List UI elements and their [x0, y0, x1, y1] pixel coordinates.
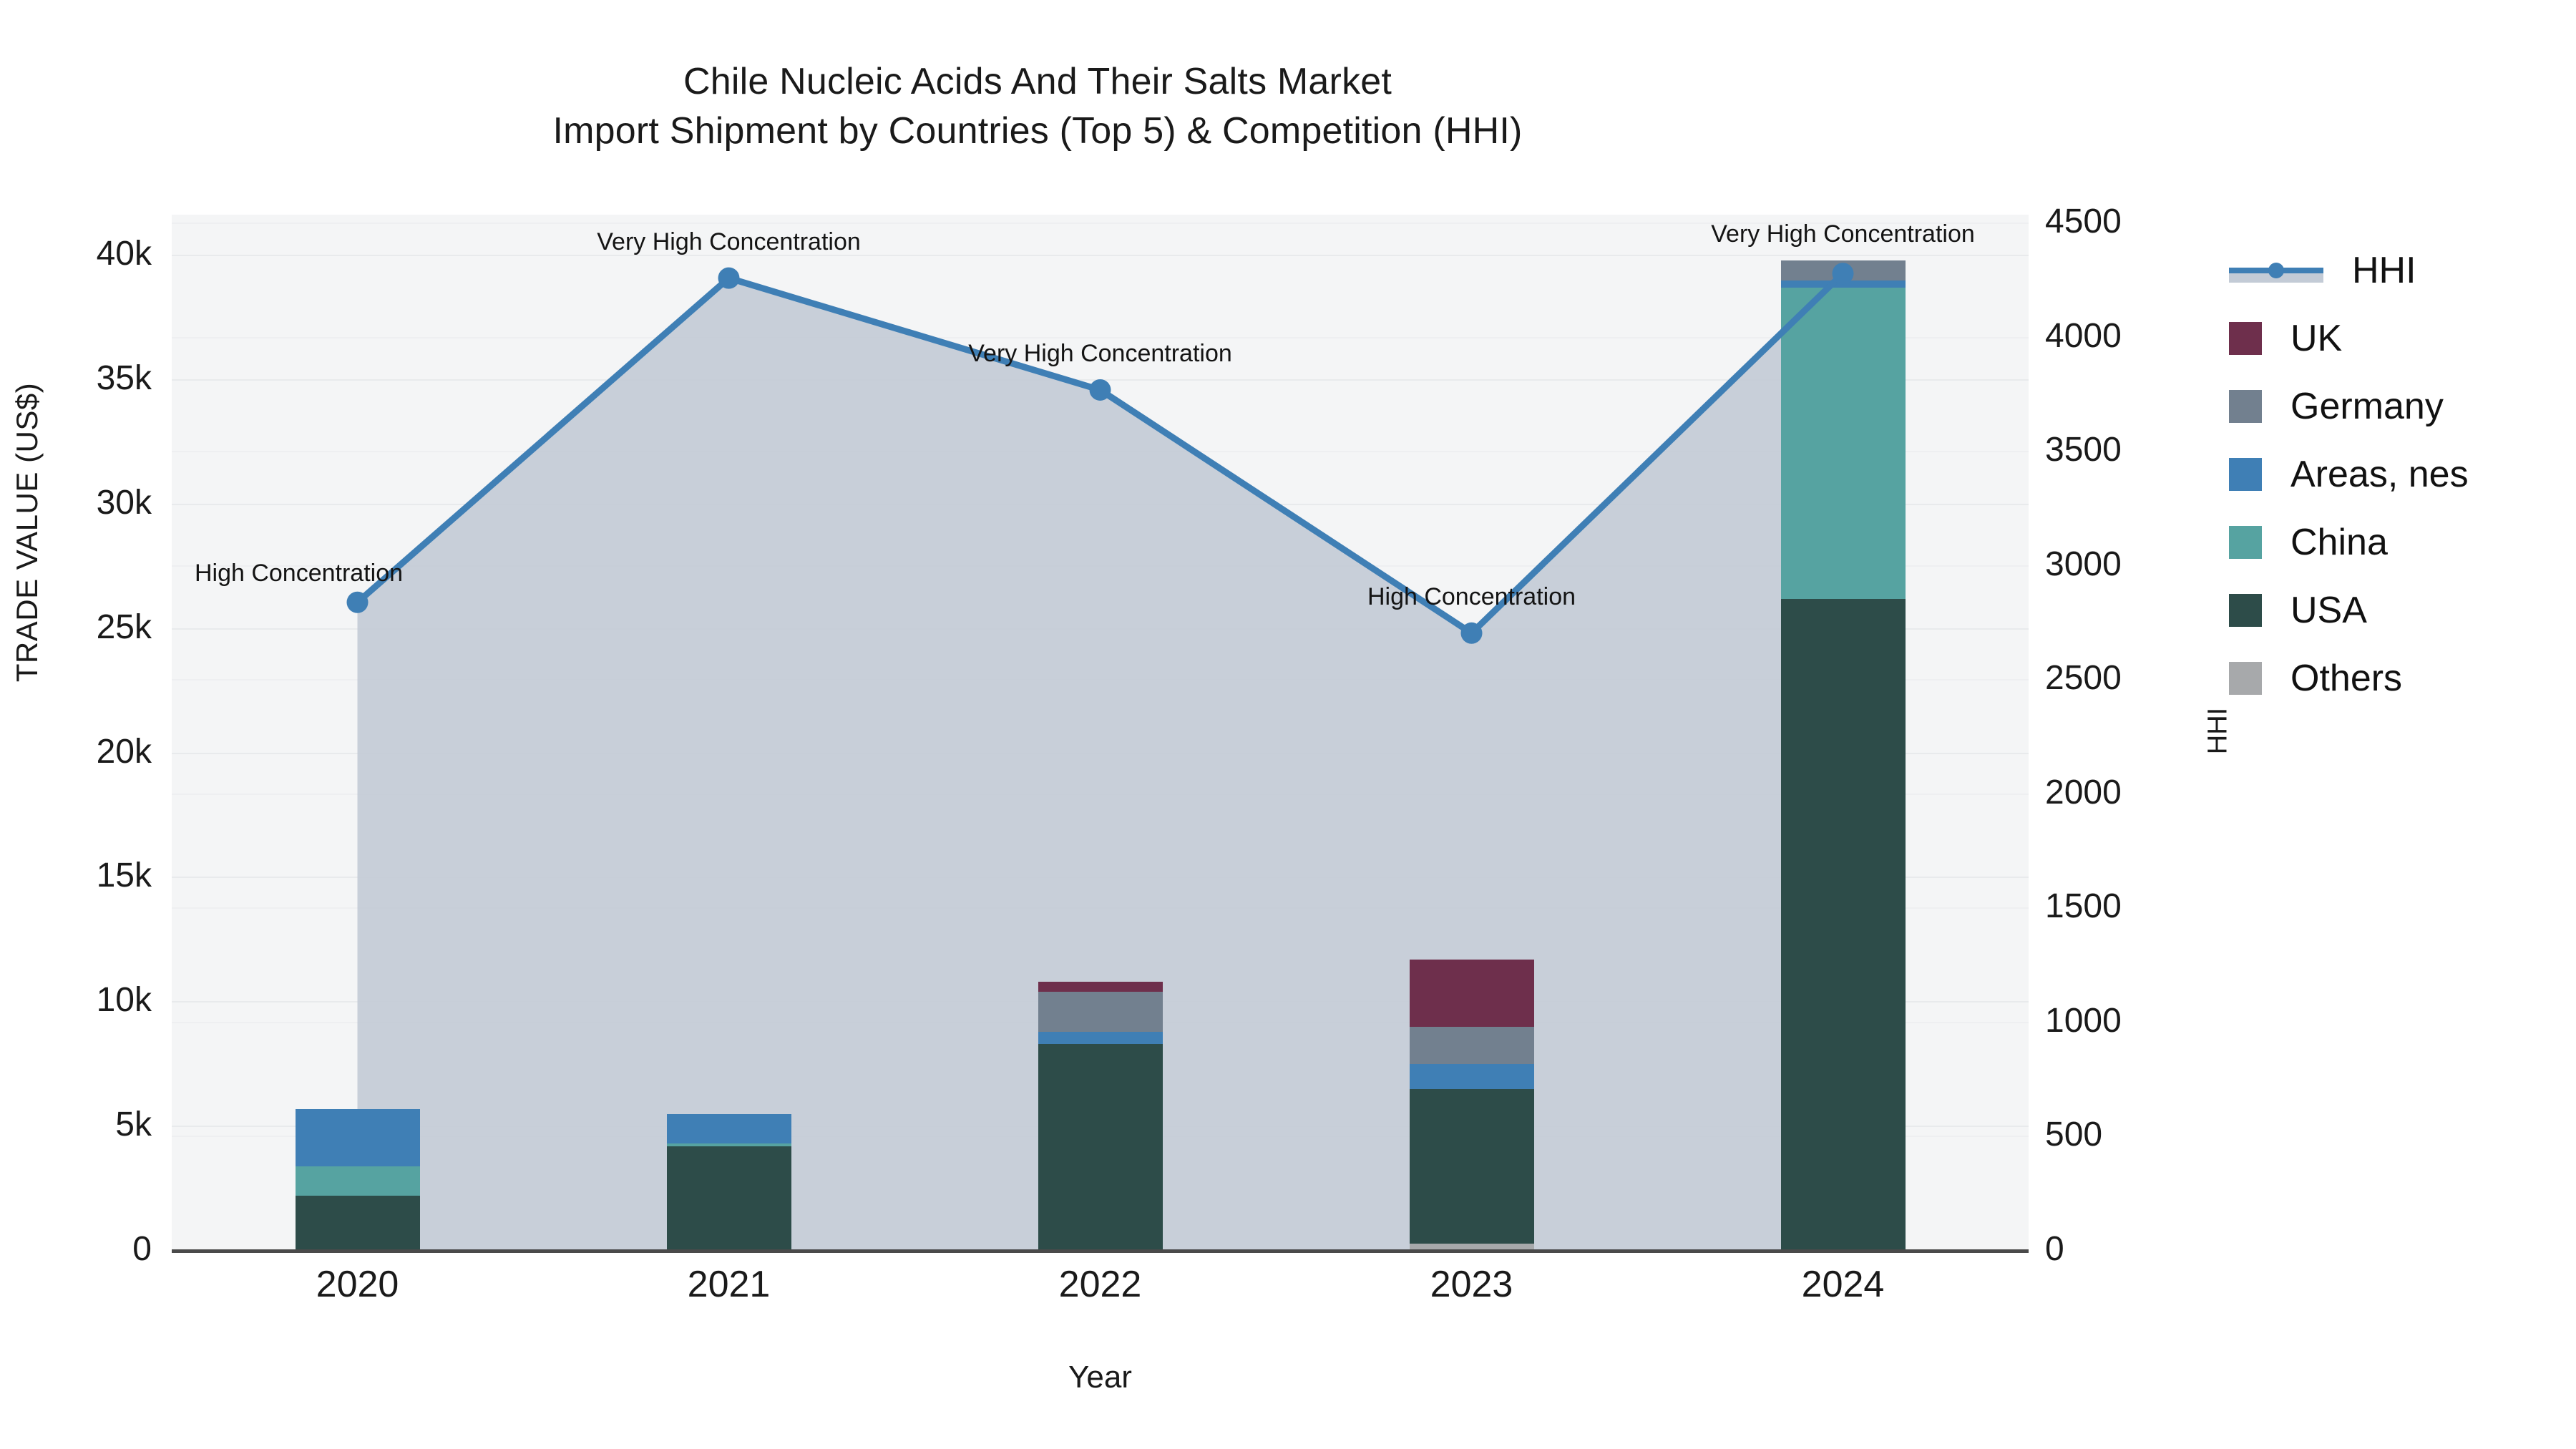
y-tick-right: 3500 [2045, 431, 2122, 469]
chart-title-line-2: Import Shipment by Countries (Top 5) & C… [552, 109, 1523, 152]
y-tick-right: 3000 [2045, 545, 2122, 583]
concentration-annotation: High Concentration [194, 559, 404, 587]
legend-item[interactable]: Germany [2229, 372, 2469, 440]
y-tick-right: 0 [2045, 1230, 2064, 1268]
y-tick-left: 0 [132, 1230, 152, 1268]
bar-segment[interactable] [1409, 1027, 1534, 1065]
y-tick-left: 30k [96, 483, 152, 522]
bar-segment[interactable] [295, 1108, 420, 1166]
legend-swatch [2229, 525, 2262, 559]
hhi-data-point[interactable] [1832, 263, 1854, 285]
gridline-left [172, 255, 2029, 256]
y-tick-right: 1000 [2045, 1001, 2122, 1040]
bar-segment[interactable] [666, 1143, 791, 1146]
x-tick-label: 2023 [1430, 1264, 1513, 1305]
legend-item[interactable]: UK [2229, 304, 2469, 372]
y-tick-right: 4000 [2045, 316, 2122, 355]
x-axis-title: Year [1068, 1360, 1132, 1395]
bar-segment[interactable] [1038, 992, 1163, 1032]
chart-legend: HHI UK Germany Areas, nes China USA Others [2229, 236, 2469, 712]
gridline-right [172, 223, 2029, 224]
legend-item[interactable]: USA [2229, 576, 2469, 644]
hhi-line-path [355, 270, 1845, 637]
chart-title-line-1: Chile Nucleic Acids And Their Salts Mark… [683, 61, 1392, 102]
bar-segment[interactable] [1038, 982, 1163, 992]
y-tick-left: 35k [96, 358, 152, 397]
legend-label: Areas, nes [2290, 453, 2469, 495]
bar-segment[interactable] [666, 1113, 791, 1144]
bar-segment[interactable] [1409, 960, 1534, 1028]
x-tick-label: 2021 [687, 1264, 771, 1305]
concentration-annotation: Very High Concentration [597, 228, 861, 255]
y-tick-left: 25k [96, 608, 152, 646]
concentration-annotation: High Concentration [1367, 582, 1576, 610]
bar-segment[interactable] [666, 1146, 791, 1251]
y-tick-left: 10k [96, 981, 152, 1020]
y-tick-left: 15k [96, 857, 152, 895]
legend-swatch [2229, 593, 2262, 627]
hhi-line-svg [346, 263, 1854, 644]
hhi-data-point[interactable] [1460, 622, 1483, 644]
legend-label: Germany [2290, 385, 2444, 427]
bar-segment[interactable] [1038, 1044, 1163, 1251]
x-tick-label: 2020 [316, 1264, 399, 1305]
x-tick-label: 2024 [1801, 1264, 1885, 1305]
legend-swatch [2229, 389, 2262, 423]
concentration-annotation: Very High Concentration [968, 339, 1232, 367]
y-tick-right: 500 [2045, 1116, 2103, 1154]
bar-segment[interactable] [1409, 1064, 1534, 1089]
y-tick-right: 2000 [2045, 773, 2122, 811]
bar-segment[interactable] [1038, 1031, 1163, 1045]
legend-label: USA [2290, 589, 2367, 631]
plot-area [172, 215, 2029, 1252]
hhi-data-point[interactable] [1089, 379, 1111, 401]
legend-swatch [2229, 661, 2262, 695]
bar-segment[interactable] [1409, 1243, 1534, 1251]
gridline-right [172, 336, 2029, 338]
legend-item[interactable]: HHI [2229, 236, 2469, 304]
bar-segment[interactable] [295, 1196, 420, 1251]
x-axis-line [172, 1249, 2029, 1253]
bar-segment[interactable] [1780, 288, 1906, 599]
legend-swatch [2229, 457, 2262, 491]
bar-segment[interactable] [295, 1166, 420, 1196]
hhi-data-point[interactable] [718, 267, 740, 289]
y-tick-left: 20k [96, 732, 152, 771]
bar-segment[interactable] [1409, 1088, 1534, 1244]
y-tick-left: 5k [115, 1106, 152, 1144]
concentration-annotation: Very High Concentration [1711, 220, 1975, 248]
x-tick-label: 2022 [1058, 1264, 1142, 1305]
legend-label: HHI [2352, 249, 2416, 291]
legend-label: UK [2290, 317, 2343, 359]
legend-line-marker [2229, 254, 2323, 287]
legend-item[interactable]: China [2229, 508, 2469, 576]
legend-item[interactable]: Others [2229, 644, 2469, 712]
y-tick-right: 2500 [2045, 659, 2122, 698]
legend-label: China [2290, 521, 2388, 563]
legend-item[interactable]: Areas, nes [2229, 440, 2469, 508]
legend-label: Others [2290, 657, 2403, 699]
y-tick-right: 1500 [2045, 887, 2122, 926]
chart-title: Chile Nucleic Acids And Their Salts Mark… [0, 57, 2075, 155]
y-tick-left: 40k [96, 235, 152, 273]
bar-segment[interactable] [1780, 598, 1906, 1251]
legend-swatch [2229, 321, 2262, 355]
hhi-data-point[interactable] [346, 591, 369, 613]
y-tick-right: 4500 [2045, 203, 2122, 240]
